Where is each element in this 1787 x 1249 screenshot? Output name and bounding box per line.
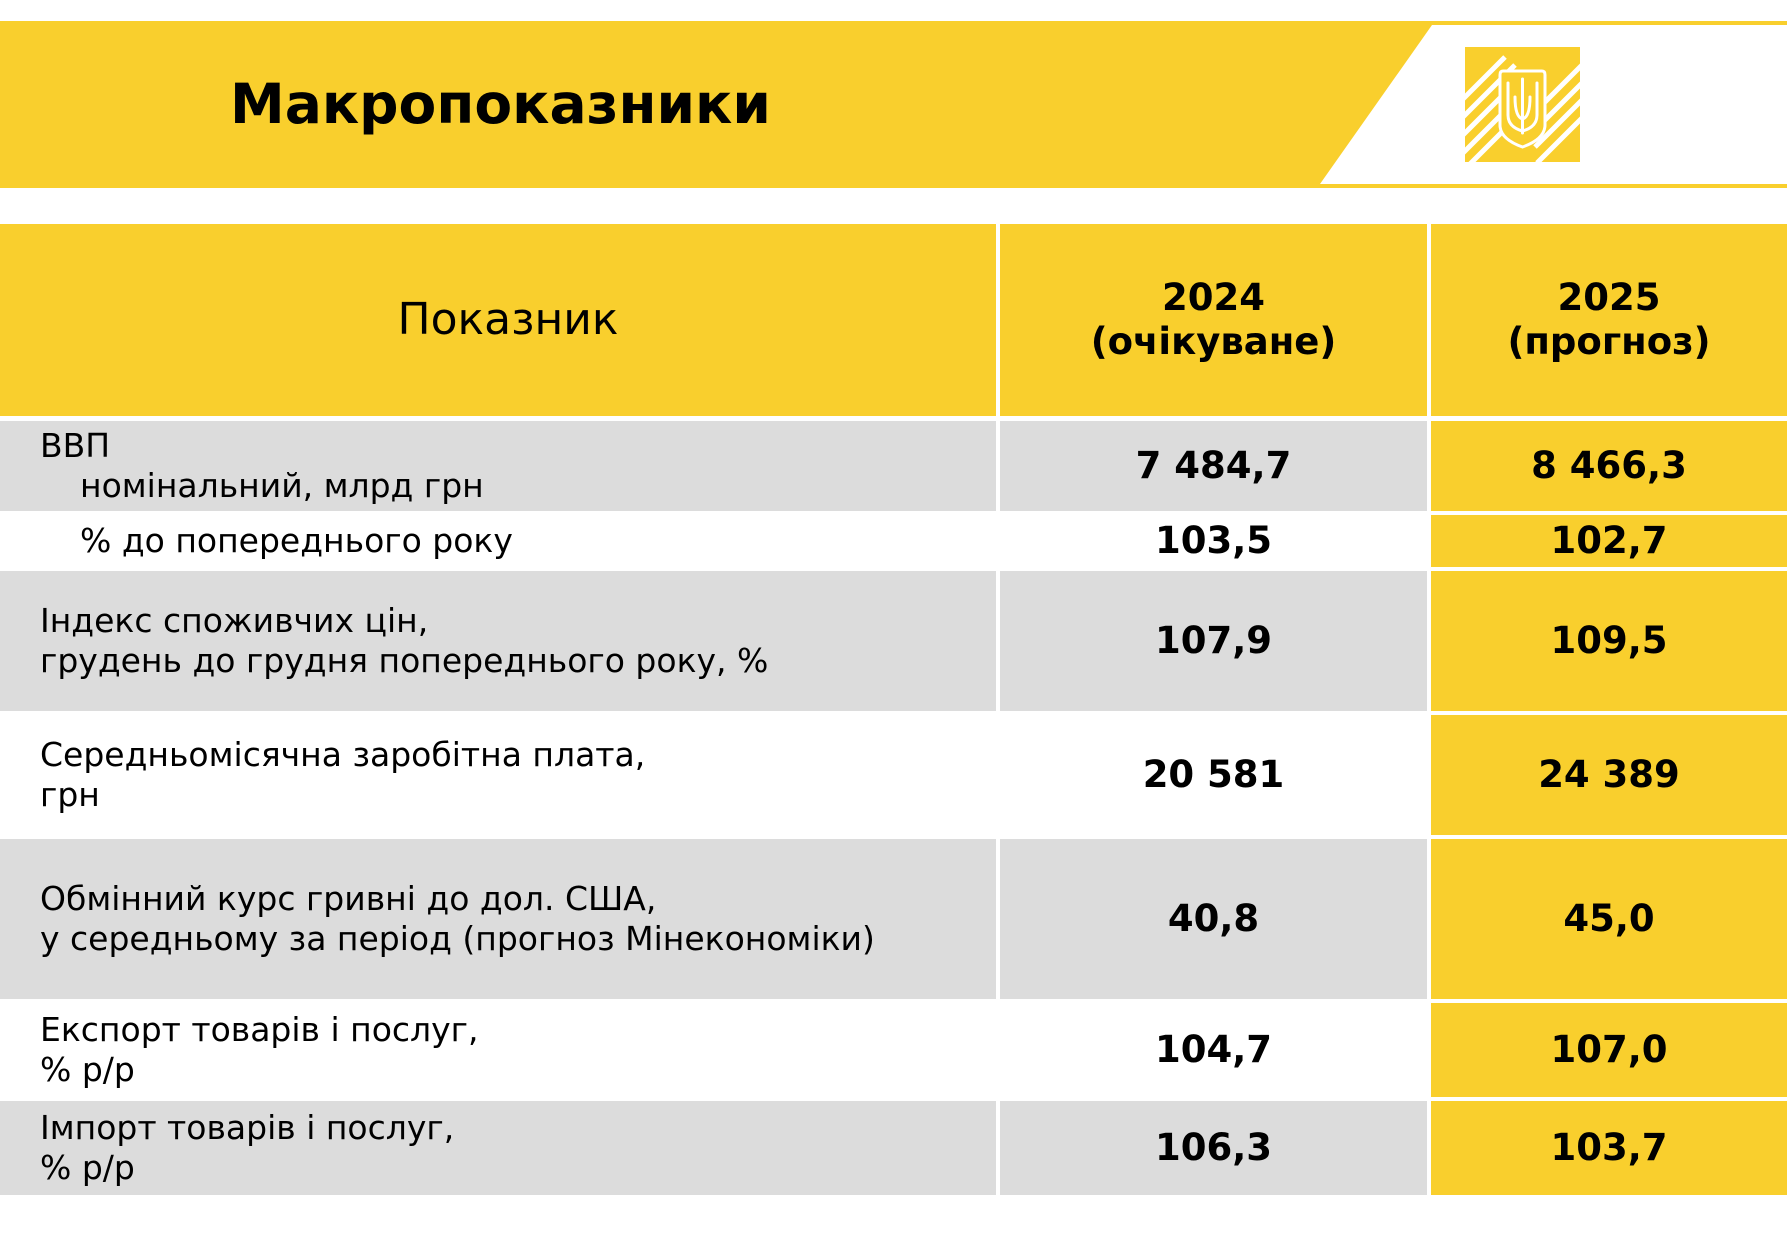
value-2024: 106,3	[1154, 1126, 1273, 1169]
row-label-line: Середньомісячна заробітна плата,	[40, 735, 646, 774]
value-2025-cell: 109,5	[1431, 571, 1787, 711]
row-label-line: % до попереднього року	[80, 521, 513, 560]
row-label: ВВП номінальний, млрд грн	[40, 426, 484, 506]
row-label-line: у середньому за період (прогноз Мінеконо…	[40, 919, 875, 958]
value-2024: 107,9	[1154, 619, 1273, 662]
page-title: Макропоказники	[230, 72, 771, 136]
table-header-row: Показник 2024 (очікуване) 2025 (прогноз)	[0, 224, 1787, 416]
value-2025: 45,0	[1563, 897, 1655, 940]
row-label-cell: Імпорт товарів і послуг, % р/р	[0, 1101, 996, 1195]
row-label-line: Обмінний курс гривні до дол. США,	[40, 879, 657, 918]
row-label-cell: Експорт товарів і послуг, % р/р	[0, 1003, 996, 1097]
value-2024-cell: 20 581	[1000, 715, 1427, 835]
value-2024-cell: 107,9	[1000, 571, 1427, 711]
value-2024: 103,5	[1154, 519, 1273, 562]
column-header-indicator-label: Показник	[397, 294, 619, 345]
value-2025: 109,5	[1550, 619, 1668, 662]
column-header-2025-year: 2025	[1557, 276, 1661, 319]
value-2025-cell: 24 389	[1431, 715, 1787, 835]
value-2024: 104,7	[1154, 1028, 1273, 1071]
row-label: Експорт товарів і послуг, % р/р	[40, 1010, 479, 1090]
column-header-2025: 2025 (прогноз)	[1431, 224, 1787, 416]
row-label-cell: Індекс споживчих цін, грудень до грудня …	[0, 571, 996, 711]
value-2024-cell: 7 484,7	[1000, 421, 1427, 511]
value-2025-cell: 107,0	[1431, 1003, 1787, 1097]
table-row: Імпорт товарів і послуг, % р/р 106,3 103…	[0, 1101, 1787, 1195]
value-2025: 103,7	[1550, 1126, 1668, 1169]
value-2024-cell: 103,5	[1000, 515, 1427, 567]
column-header-2024-year: 2024	[1162, 276, 1265, 319]
value-2024-cell: 40,8	[1000, 839, 1427, 999]
row-label: Середньомісячна заробітна плата, грн	[40, 735, 645, 815]
value-2025-cell: 102,7	[1431, 515, 1787, 567]
table-row: ВВП номінальний, млрд грн 7 484,7 8 466,…	[0, 421, 1787, 511]
value-2025: 107,0	[1550, 1028, 1668, 1071]
column-header-2024-note: (очікуване)	[1090, 320, 1337, 363]
row-label: % до попереднього року	[40, 521, 513, 561]
row-label-cell: % до попереднього року	[0, 515, 996, 567]
row-label-line: грудень до грудня попереднього року, %	[40, 641, 769, 680]
table-row: Середньомісячна заробітна плата, грн 20 …	[0, 715, 1787, 835]
row-label-cell: Середньомісячна заробітна плата, грн	[0, 715, 996, 835]
value-2025: 102,7	[1550, 519, 1668, 562]
row-label-line: ВВП	[40, 426, 111, 465]
value-2025-cell: 103,7	[1431, 1101, 1787, 1195]
row-label: Імпорт товарів і послуг, % р/р	[40, 1108, 454, 1188]
value-2025: 24 389	[1538, 753, 1680, 796]
row-label-line: % р/р	[40, 1148, 135, 1187]
value-2024-cell: 106,3	[1000, 1101, 1427, 1195]
value-2024: 7 484,7	[1135, 444, 1292, 487]
row-label-line: грн	[40, 775, 100, 814]
value-2024: 40,8	[1167, 897, 1260, 940]
value-2025-cell: 45,0	[1431, 839, 1787, 999]
row-label-cell: ВВП номінальний, млрд грн	[0, 421, 996, 511]
row-label: Обмінний курс гривні до дол. США, у сере…	[40, 879, 875, 959]
row-label-line: % р/р	[40, 1050, 135, 1089]
row-label: Індекс споживчих цін, грудень до грудня …	[40, 601, 768, 681]
table-row: Обмінний курс гривні до дол. США, у сере…	[0, 839, 1787, 999]
ukraine-trident-icon	[1465, 47, 1580, 162]
value-2024: 20 581	[1142, 753, 1285, 796]
value-2024-cell: 104,7	[1000, 1003, 1427, 1097]
column-header-indicator: Показник	[0, 224, 996, 416]
value-2025-cell: 8 466,3	[1431, 421, 1787, 511]
column-header-2024: 2024 (очікуване)	[1000, 224, 1427, 416]
row-label-line: номінальний, млрд грн	[80, 466, 484, 505]
row-label-line: Індекс споживчих цін,	[40, 601, 429, 640]
row-label-line: Експорт товарів і послуг,	[40, 1010, 479, 1049]
value-2025: 8 466,3	[1531, 444, 1687, 487]
column-header-2025-note: (прогноз)	[1507, 320, 1711, 363]
table-row: % до попереднього року 103,5 102,7	[0, 515, 1787, 567]
row-label-line: Імпорт товарів і послуг,	[40, 1108, 455, 1147]
table-row: Індекс споживчих цін, грудень до грудня …	[0, 571, 1787, 711]
row-label-cell: Обмінний курс гривні до дол. США, у сере…	[0, 839, 996, 999]
table-row: Експорт товарів і послуг, % р/р 104,7 10…	[0, 1003, 1787, 1097]
